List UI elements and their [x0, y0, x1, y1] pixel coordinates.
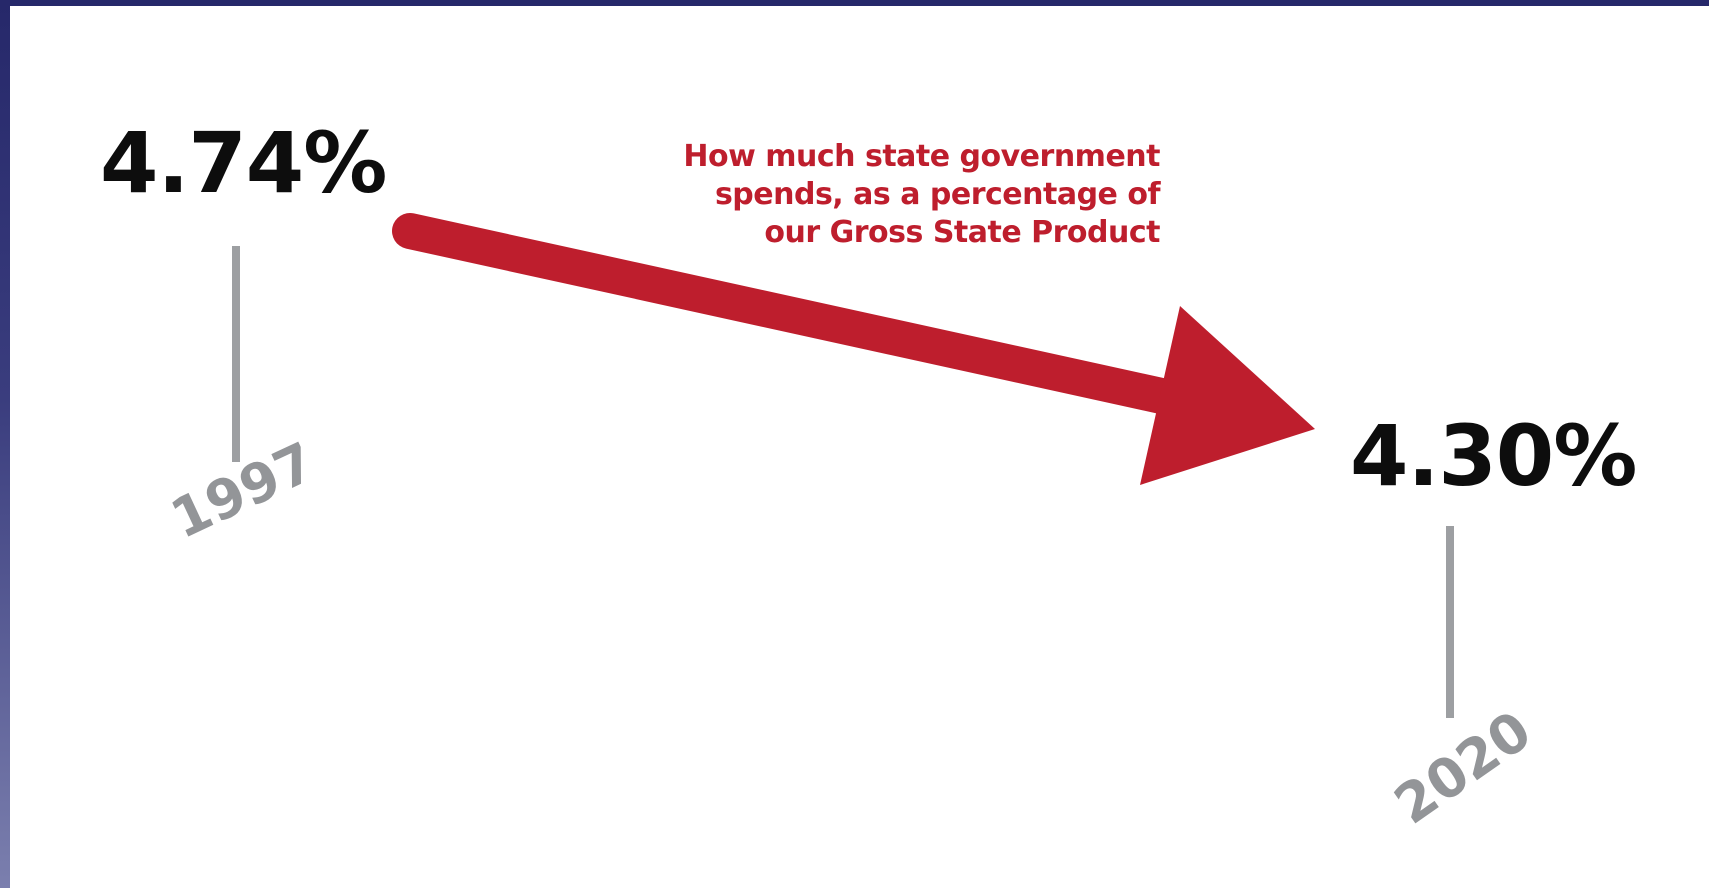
caption-line-2: spends, as a percentage of	[714, 177, 1161, 212]
value-label-1997: 4.74%	[100, 114, 387, 212]
arrow-shaft	[392, 213, 1193, 417]
tick-line-1997	[232, 246, 240, 462]
caption-line-1: How much state government	[683, 139, 1160, 174]
decline-arrow	[392, 213, 1315, 485]
value-label-2020: 4.30%	[1350, 407, 1637, 505]
caption-line-3: our Gross State Product	[764, 215, 1160, 250]
tick-line-2020	[1446, 526, 1454, 718]
chart-caption: How much state government spends, as a p…	[610, 138, 1160, 252]
chart-panel: How much state government spends, as a p…	[10, 6, 1709, 888]
trend-arrow-svg	[392, 213, 1315, 485]
arrow-head	[1140, 306, 1315, 485]
